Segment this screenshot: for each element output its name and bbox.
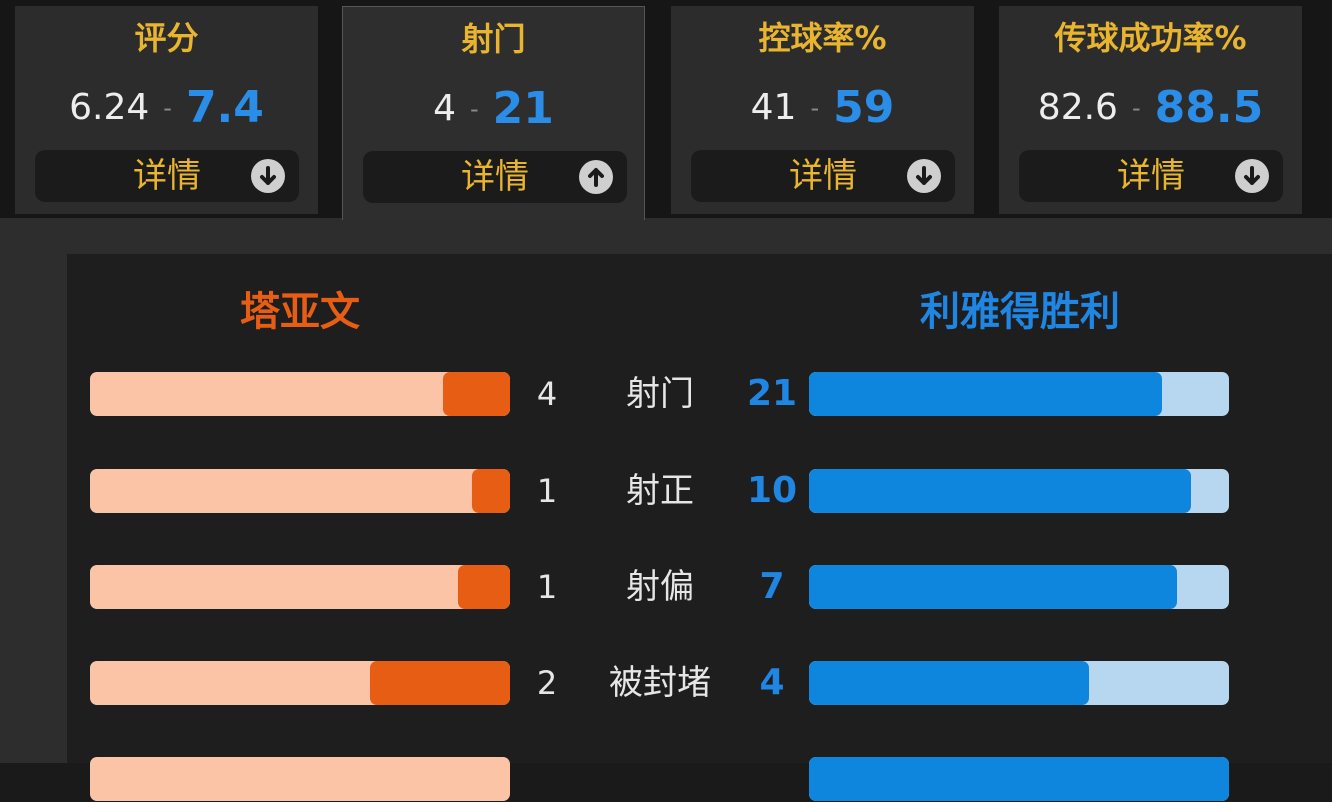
arrow-up-icon [579, 160, 613, 194]
stat-label: 射门 [626, 374, 694, 414]
home-stat-value: 1 [536, 472, 558, 510]
home-bar-fill [472, 469, 510, 513]
away-value: 7.4 [185, 82, 264, 133]
tab-pass-accuracy[interactable]: 传球成功率% 82.6-88.5 详情 [999, 6, 1302, 214]
home-value: 6.24 [69, 87, 150, 128]
value-separator: - [1131, 93, 1141, 122]
home-stat-value: 1 [536, 568, 558, 606]
away-stat-value: 10 [746, 470, 798, 511]
home-team-name: 塔亚文 [240, 289, 360, 335]
stat-label: 射正 [626, 471, 694, 511]
home-stat-value: 4 [536, 375, 558, 413]
stat-row-shots-on-target: 1 射正 10 [0, 468, 1332, 514]
away-bar-fill [809, 757, 1229, 801]
tab-title: 控球率% [758, 19, 887, 57]
stat-label: 射偏 [626, 567, 694, 607]
tab-title: 传球成功率% [1054, 19, 1247, 57]
detail-label: 详情 [789, 156, 857, 196]
home-bar-fill [442, 372, 510, 416]
tab-values: 6.24-7.4 [15, 82, 318, 138]
home-bar [90, 372, 510, 416]
tab-possession[interactable]: 控球率% 41-59 详情 [671, 6, 974, 214]
value-separator: - [163, 93, 172, 122]
stat-tabs: 评分 6.24-7.4 详情 射门 4-21 详情 控球率% 41-59 详情 [0, 0, 1332, 220]
home-bar [90, 565, 510, 609]
value-separator: - [810, 93, 820, 122]
home-stat-value: 2 [536, 664, 558, 702]
tab-rating[interactable]: 评分 6.24-7.4 详情 [15, 6, 318, 214]
away-bar-fill [809, 661, 1090, 705]
home-bar-fill [370, 661, 510, 705]
detail-button[interactable]: 详情 [35, 150, 299, 202]
detail-button[interactable]: 详情 [691, 150, 955, 202]
arrow-down-icon [251, 159, 285, 193]
away-stat-value: 21 [746, 373, 798, 414]
away-bar [809, 372, 1229, 416]
home-bar [90, 469, 510, 513]
away-bar [809, 565, 1229, 609]
stat-label: 被封堵 [609, 663, 711, 703]
away-bar-fill [809, 372, 1162, 416]
arrow-down-icon [907, 159, 941, 193]
stat-row-shots-off-target: 1 射偏 7 [0, 564, 1332, 610]
away-team-name: 利雅得胜利 [920, 289, 1120, 335]
home-bar-fill [457, 565, 510, 609]
away-bar-fill [809, 469, 1192, 513]
away-stat-value: 4 [759, 662, 785, 703]
detail-button[interactable]: 详情 [1019, 150, 1283, 202]
home-value: 4 [433, 88, 456, 129]
value-separator: - [470, 94, 479, 123]
tab-shots[interactable]: 射门 4-21 详情 [342, 6, 645, 220]
stat-row-shots: 4 射门 21 [0, 371, 1332, 417]
detail-label: 详情 [1117, 156, 1185, 196]
away-bar [809, 469, 1229, 513]
home-value: 41 [750, 87, 797, 128]
tab-values: 4-21 [343, 83, 644, 139]
away-stat-value: 7 [759, 566, 785, 607]
detail-button[interactable]: 详情 [363, 151, 627, 203]
away-value: 88.5 [1154, 82, 1264, 133]
detail-label: 详情 [133, 156, 201, 196]
home-bar [90, 661, 510, 705]
stat-row-blocked: 2 被封堵 4 [0, 660, 1332, 706]
arrow-down-icon [1235, 159, 1269, 193]
away-value: 59 [833, 82, 895, 133]
tab-values: 82.6-88.5 [999, 82, 1302, 138]
away-value: 21 [492, 83, 554, 134]
away-bar-fill [809, 565, 1177, 609]
tab-title: 评分 [134, 19, 199, 57]
detail-label: 详情 [461, 157, 529, 197]
tab-title: 射门 [461, 20, 526, 58]
home-value: 82.6 [1037, 87, 1118, 128]
away-bar [809, 661, 1229, 705]
tab-values: 41-59 [671, 82, 974, 138]
home-bar [90, 757, 510, 801]
away-bar [809, 757, 1229, 801]
